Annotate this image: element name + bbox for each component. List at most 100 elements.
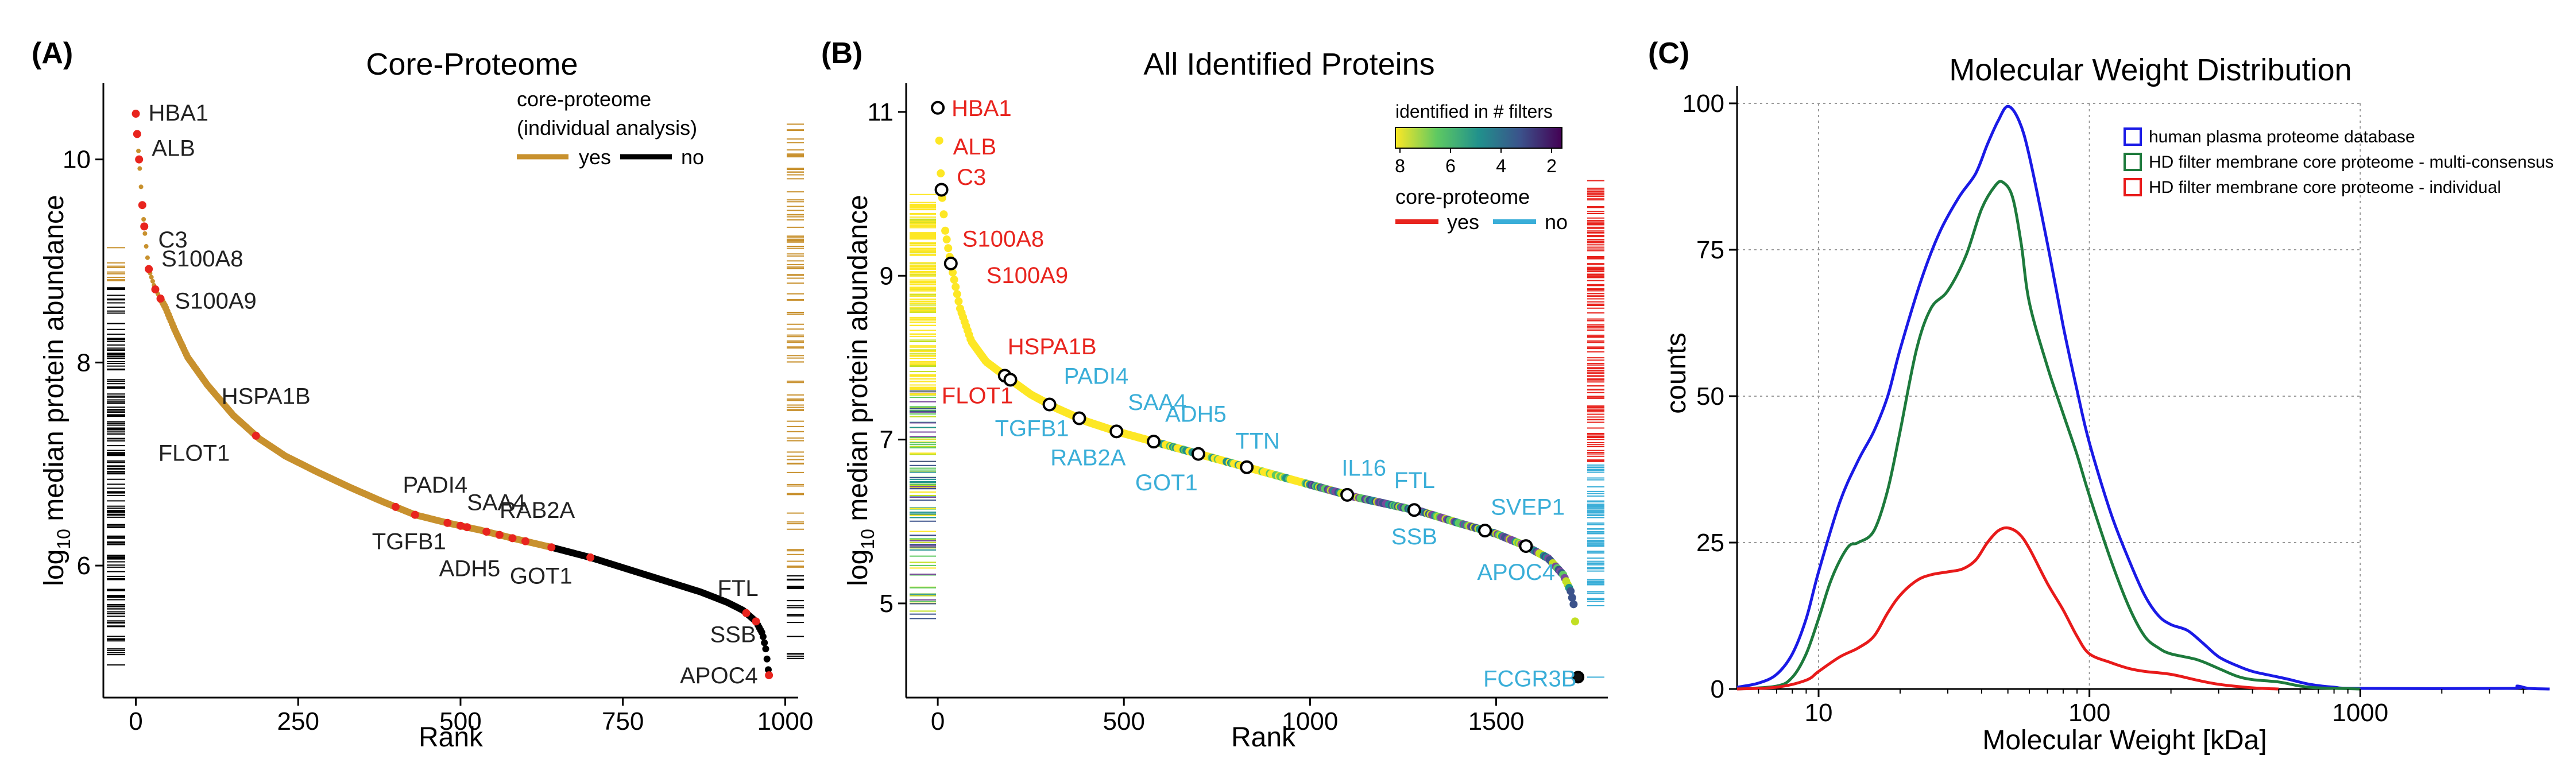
panel-c-x-label: Molecular Weight [kDa]: [1982, 725, 2266, 756]
panel-a-y-label: log10 median protein abundance: [39, 195, 74, 586]
colorbar-gradient: [1395, 127, 1562, 149]
panel-b-highlight-circle: [1191, 447, 1205, 461]
panel-b-highlight-circle: [1042, 397, 1057, 412]
panel-b-highlight-circle: [1407, 503, 1421, 517]
panel-b-title: All Identified Proteins: [1143, 47, 1434, 82]
panel-c-legend-label: human plasma proteome database: [2149, 127, 2415, 146]
panel-a-protein-point: [137, 166, 142, 171]
panel-c-y-tick-label: 0: [1711, 675, 1724, 703]
panel-b-x-label: Rank: [1231, 722, 1296, 753]
panel-b-y-label-main: log: [843, 549, 873, 586]
panel-a-curve: [131, 110, 773, 680]
panel-b-protein-label: SVEP1: [1491, 495, 1565, 520]
panel-c-legend-label: HD filter membrane core proteome - indiv…: [2149, 178, 2501, 197]
panel-a-protein-point: [142, 231, 148, 236]
panel-a-protein-label: PADI4: [403, 473, 467, 498]
panel-b-protein-point: [1569, 600, 1578, 609]
panel-a-core-point: [456, 521, 465, 530]
panel-c-series-line: [1736, 526, 2279, 691]
panel-a-core-point: [138, 201, 146, 210]
panel-a-core-point: [145, 265, 153, 273]
panel-b-y-label: log10 median protein abundance: [843, 195, 878, 586]
panel-a-core-point: [140, 222, 149, 231]
colorbar-tick-label: 8: [1395, 156, 1405, 176]
panel-c-y-ticks: 0 25 50 75 100: [1682, 90, 1737, 703]
panel-b-protein-point: [954, 297, 963, 305]
panel-b-protein-point: [1567, 587, 1575, 595]
panel-b-protein-point: [935, 136, 943, 145]
colorbar-ticks: 8 6 4 2: [1395, 148, 1557, 176]
panel-b-protein-label: ALB: [953, 134, 997, 160]
panel-a-core-point: [765, 671, 773, 680]
panel-a-protein-point: [762, 645, 769, 653]
panel-b-protein-label: ADH5: [1165, 402, 1227, 427]
panel-b-protein-point: [939, 210, 948, 219]
panel-a-protein-point: [144, 244, 149, 249]
panel-b-protein-label: GOT1: [1135, 470, 1198, 495]
panel-a-y-label-main: log: [39, 549, 69, 586]
panel-b-protein-point: [941, 226, 950, 235]
panel-b-protein-label: FLOT1: [942, 383, 1013, 408]
panel-b-protein-label: SAA4: [1128, 390, 1186, 415]
panel-b-y-ticks: 5 7 9 11: [867, 98, 906, 618]
panel-b-y-label-sub: 10: [857, 529, 878, 549]
panel-a-x-label: Rank: [419, 722, 484, 753]
panel-b-highlight-circle: [1003, 373, 1018, 387]
panel-a-core-point: [482, 528, 491, 536]
panel-a-y-tick-label: 6: [77, 552, 91, 580]
panel-a-core-point: [391, 502, 400, 511]
panel-a-axes: [102, 83, 798, 699]
panel-b-y-label-rest: median protein abundance: [843, 195, 873, 529]
panel-a-x-tick-label: 500: [439, 707, 481, 735]
panel-c-y-tick-label: 100: [1682, 90, 1724, 118]
panel-a-y-tick-label: 8: [77, 349, 91, 377]
panel-b-highlight-circle: [1109, 424, 1124, 439]
panel-a-protein-label: APOC4: [680, 663, 758, 688]
panel-a-core-point: [495, 531, 504, 539]
panel-a-y-label-sub: 10: [53, 529, 74, 549]
panel-a-protein-label: HBA1: [149, 100, 209, 126]
panel-b-protein-point: [1571, 617, 1579, 626]
panel-a-x-ticks: 0 250 500 750 1000: [129, 698, 813, 735]
panel-a-protein-label: FLOT1: [158, 441, 230, 466]
panel-b-y-tick-label: 7: [880, 426, 894, 454]
panel-b-protein-label: IL16: [1341, 455, 1386, 481]
panel-b-all-proteins: (B) All Identified Proteins HBA1 ALB C3 S10…: [821, 37, 1608, 753]
panel-b-colorbar: identified in # filters 8 6 4 2: [1395, 101, 1562, 176]
panel-a-core-point: [547, 543, 556, 552]
panel-a-x-tick-label: 1000: [757, 707, 813, 735]
panel-a-protein-label: ADH5: [439, 556, 501, 582]
panel-a-legend: core-proteome (individual analysis) yes …: [517, 87, 704, 169]
panel-b-left-rug: [910, 193, 936, 620]
panel-b-protein-point: [942, 235, 951, 244]
panel-a-label: (A): [32, 37, 73, 70]
panel-c-series: [1736, 104, 2550, 691]
panel-c-y-tick-label: 25: [1696, 529, 1724, 557]
panel-b-highlight-circle: [1240, 460, 1254, 474]
panel-a-legend-title-2: (individual analysis): [517, 116, 697, 140]
panel-a-protein-label: HSPA1B: [222, 384, 311, 409]
panel-c-legend-swatch: [2124, 178, 2142, 196]
panel-b-protein-point: [944, 244, 953, 253]
panel-b-label: (B): [821, 37, 862, 70]
panel-c-series-line: [1736, 180, 2361, 691]
panel-a-protein-point: [136, 148, 141, 153]
panel-a-protein-point: [145, 255, 150, 260]
panel-b-protein-point: [1568, 593, 1576, 602]
panel-c-x-ticks: 10 100 1000: [1758, 689, 2524, 727]
panel-b-protein-label: APOC4: [1477, 560, 1555, 585]
panel-a-core-point: [131, 110, 140, 118]
panel-b-protein-label: S100A8: [962, 227, 1044, 252]
panel-b-protein-label: FCGR3B: [1483, 666, 1576, 691]
panel-b-protein-point: [953, 290, 961, 299]
panel-a-protein-label: SAA4: [467, 490, 525, 515]
panel-b-protein-label: C3: [957, 165, 986, 190]
panel-b-protein-label: RAB2A: [1050, 445, 1125, 470]
panel-a-x-tick-label: 250: [277, 707, 319, 735]
panel-c-x-tick-label: 10: [1805, 699, 1833, 727]
panel-c-legend-swatch: [2124, 127, 2142, 146]
panel-a-core-point: [508, 534, 517, 543]
panel-b-legend-no-label: no: [1545, 210, 1568, 234]
panel-b-highlight-circle: [1072, 411, 1086, 425]
